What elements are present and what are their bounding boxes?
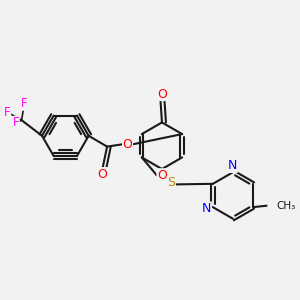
Text: O: O bbox=[97, 168, 107, 181]
Text: S: S bbox=[167, 176, 175, 190]
Text: N: N bbox=[228, 159, 237, 172]
Text: F: F bbox=[21, 97, 28, 110]
Text: O: O bbox=[123, 138, 133, 151]
Text: F: F bbox=[4, 106, 11, 119]
Text: O: O bbox=[157, 169, 167, 182]
Text: O: O bbox=[157, 88, 167, 100]
Text: F: F bbox=[13, 116, 19, 130]
Text: CH₃: CH₃ bbox=[276, 201, 295, 211]
Text: N: N bbox=[202, 202, 211, 215]
